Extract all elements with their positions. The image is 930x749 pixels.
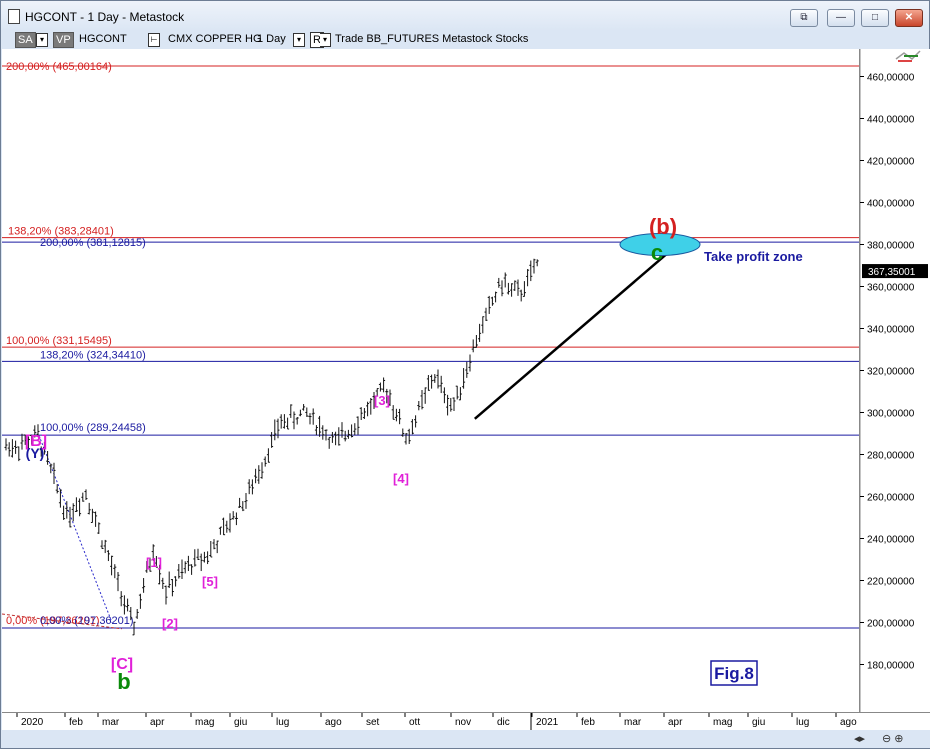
periodicity-label: 1 Day xyxy=(257,33,286,45)
price-tick-label: 300,00000 xyxy=(867,409,915,420)
date-tick-label: mag xyxy=(713,717,732,728)
date-tick-label: feb xyxy=(69,717,83,728)
security-details: Trade BB_FUTURES Metastock Stocks xyxy=(335,33,529,45)
periodicity-dropdown-icon[interactable]: ▾ xyxy=(293,33,305,47)
take-profit-label: Take profit zone xyxy=(704,249,803,264)
date-tick-label: mar xyxy=(624,717,642,728)
price-tick-label: 280,00000 xyxy=(867,451,915,462)
price-axis-canvas: 460,00000 440,00000 420,00000 400,00000 380,… xyxy=(859,49,928,712)
current-price-label: 367,35001 xyxy=(868,267,916,278)
window-title: HGCONT - 1 Day - Metastock xyxy=(25,10,185,24)
date-tick-label: apr xyxy=(150,717,165,728)
wave-label-4: [4] xyxy=(393,471,409,486)
security-name: CMX COPPER HG xyxy=(168,33,262,45)
vp-button[interactable]: VP xyxy=(53,32,74,48)
restore-button[interactable]: ⧉ xyxy=(790,9,818,27)
price-axis[interactable]: 460,00000 440,00000 420,00000 400,00000 380,… xyxy=(859,49,930,712)
price-chart[interactable]: 200,00% (465,00164) 138,20% (383,28401) 20… xyxy=(1,49,860,713)
price-tick-label: 420,00000 xyxy=(867,157,915,168)
price-tick-label: 320,00000 xyxy=(867,367,915,378)
wave-label-c-green: c xyxy=(651,240,663,265)
projection-line xyxy=(473,237,686,420)
minimize-button[interactable]: — xyxy=(827,9,855,27)
close-button[interactable]: ✕ xyxy=(895,9,923,27)
date-tick-label: giu xyxy=(234,717,247,728)
price-tick-label: 360,00000 xyxy=(867,283,915,294)
date-tick-label: 2020 xyxy=(21,717,44,728)
symbol-label: HGCONT xyxy=(79,33,127,45)
document-icon xyxy=(8,9,20,24)
price-tick-label: 400,00000 xyxy=(867,199,915,210)
wave-label-Y: (Y) xyxy=(26,445,45,461)
date-tick-label: 2021 xyxy=(536,717,559,728)
maximize-button[interactable]: □ xyxy=(861,9,889,27)
level-label: 0,00% (197,36201) xyxy=(6,615,100,627)
level-label: 138,20% (324,34410) xyxy=(40,349,146,361)
price-tick-label: 260,00000 xyxy=(867,493,915,504)
date-tick-label: ott xyxy=(409,717,420,728)
date-tick-label: ago xyxy=(840,717,857,728)
date-tick-label: set xyxy=(366,717,380,728)
symbol-dropdown-icon[interactable]: ⊢ xyxy=(148,33,160,47)
level-label: 200,00% (465,00164) xyxy=(6,61,112,73)
zoom-icons[interactable]: ⊖ ⊕ xyxy=(882,733,904,745)
chart-tool-icon[interactable] xyxy=(895,50,921,62)
title-bar[interactable]: HGCONT - 1 Day - Metastock ⧉ — □ ✕ xyxy=(1,1,929,31)
wave-label-B: [B] xyxy=(25,433,47,450)
date-tick-label: lug xyxy=(796,717,809,728)
level-label: 0,00% (197,36201) xyxy=(40,615,134,627)
date-tick-label: nov xyxy=(455,717,471,728)
price-tick-label: 380,00000 xyxy=(867,241,915,252)
date-axis[interactable]: 2020 feb mar apr mag giu lug ago set ott nov dic 202… xyxy=(2,712,930,731)
figure-label-box xyxy=(710,660,758,686)
date-tick-label: mag xyxy=(195,717,214,728)
price-tick-label: 440,00000 xyxy=(867,115,915,126)
level-label: 200,00% (381,12815) xyxy=(40,237,146,249)
target-ellipse xyxy=(619,233,701,256)
level-label: 138,20% (383,28401) xyxy=(8,226,114,238)
wave-trend-line xyxy=(38,435,113,623)
price-tick-label: 240,00000 xyxy=(867,535,915,546)
date-tick-label: mar xyxy=(102,717,120,728)
scroll-arrows-icon[interactable]: ◂▸ xyxy=(854,733,866,745)
wave-label-2: [2] xyxy=(162,616,178,631)
current-price-badge xyxy=(862,264,928,279)
price-bars xyxy=(4,258,539,636)
price-tick-label: 340,00000 xyxy=(867,325,915,336)
date-axis-canvas: 2020 feb mar apr mag giu lug ago set ott nov dic 202… xyxy=(16,713,857,731)
wave-label-1: [1] xyxy=(146,555,162,570)
wave-label-b-red: (b) xyxy=(649,214,677,239)
price-tick-label: 460,00000 xyxy=(867,73,915,84)
figure-label: Fig.8 xyxy=(714,664,754,683)
chart-canvas[interactable]: 200,00% (465,00164) 138,20% (383,28401)20… xyxy=(1,49,859,712)
chart-toolbar: SA ▾ VP HGCONT ⊢ CMX COPPER HG 1 Day ▾ R… xyxy=(11,31,859,49)
status-bar: ◂▸ ⊖ ⊕ xyxy=(2,730,930,748)
date-tick-label: giu xyxy=(752,717,765,728)
wave-label-b-green: b xyxy=(117,669,130,694)
date-tick-label: dic xyxy=(497,717,510,728)
sa-button[interactable]: SA xyxy=(15,32,36,48)
level-label: 100,00% (289,24458) xyxy=(40,422,146,434)
wave-trend-line xyxy=(1,613,123,630)
price-tick-label: 180,00000 xyxy=(867,661,915,672)
price-tick-label: 200,00000 xyxy=(867,619,915,630)
r-dropdown-icon[interactable]: ▾ xyxy=(320,33,331,47)
sa-dropdown-icon[interactable]: ▾ xyxy=(36,33,48,47)
date-tick-label: ago xyxy=(325,717,342,728)
level-label: 100,00% (331,15495) xyxy=(6,335,112,347)
price-tick-label: 220,00000 xyxy=(867,577,915,588)
date-tick-label: lug xyxy=(276,717,289,728)
date-tick-label: feb xyxy=(581,717,595,728)
wave-label-3: [3] xyxy=(374,393,390,408)
date-tick-label: apr xyxy=(668,717,683,728)
wave-label-C: [C] xyxy=(111,656,133,673)
wave-label-5: [5] xyxy=(202,574,218,589)
